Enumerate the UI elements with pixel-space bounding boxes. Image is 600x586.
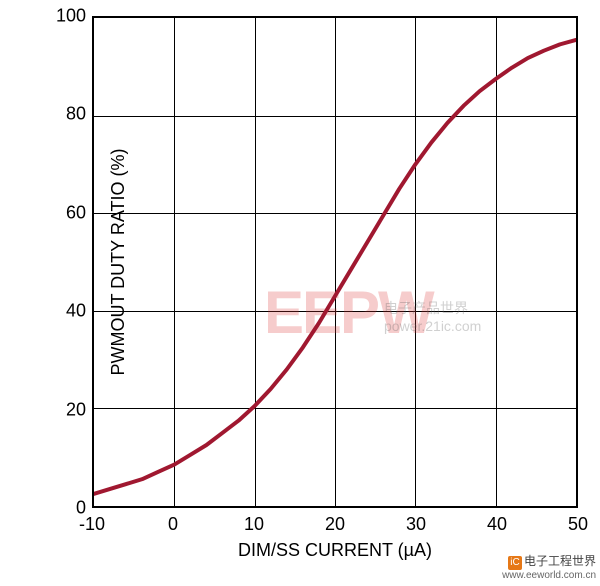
x-tick-label: 10 bbox=[234, 514, 274, 535]
y-axis-label: PWMOUT DUTY RATIO (%) bbox=[108, 149, 129, 376]
y-tick-label: 20 bbox=[46, 399, 86, 420]
plot-area: EEPW 电子产品世界 power.21ic.com bbox=[92, 16, 578, 508]
x-tick-label: 20 bbox=[315, 514, 355, 535]
data-curve bbox=[94, 18, 576, 506]
logo-icon: iC bbox=[508, 556, 522, 570]
y-tick-label: 100 bbox=[46, 6, 86, 27]
y-tick-label: 80 bbox=[46, 104, 86, 125]
y-tick-label: 60 bbox=[46, 202, 86, 223]
x-tick-label: 0 bbox=[153, 514, 193, 535]
x-tick-label: 30 bbox=[396, 514, 436, 535]
x-tick-label: -10 bbox=[72, 514, 112, 535]
chart-container: EEPW 电子产品世界 power.21ic.com 100 80 60 40 … bbox=[0, 0, 600, 586]
y-tick-label: 40 bbox=[46, 301, 86, 322]
corner-attribution: iC电子工程世界 www.eeworld.com.cn bbox=[502, 554, 596, 582]
x-tick-label: 40 bbox=[477, 514, 517, 535]
x-tick-label: 50 bbox=[558, 514, 598, 535]
